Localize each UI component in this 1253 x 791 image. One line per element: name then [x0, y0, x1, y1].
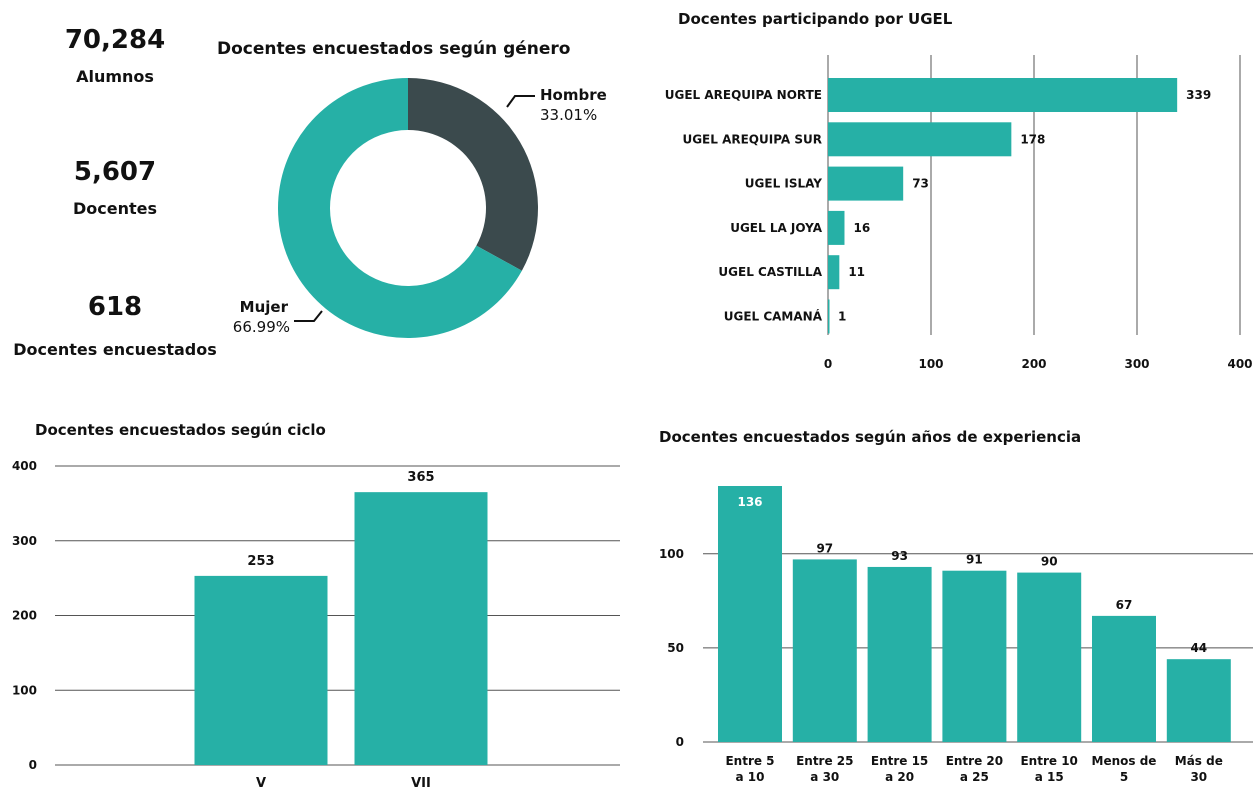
bar [828, 255, 840, 290]
y-tick-label: 50 [667, 641, 684, 655]
category-label: VII [411, 776, 431, 791]
bar [194, 575, 328, 765]
category-label: UGEL AREQUIPA SUR [682, 132, 822, 146]
kpi-label: Alumnos [76, 67, 154, 86]
category-label: Entre 10 a 15 [1020, 754, 1077, 784]
ugel-chart-title: Docentes participando por UGEL [678, 10, 953, 28]
y-tick-label: 100 [12, 683, 37, 697]
category-label-line: Entre 5 [725, 754, 774, 768]
data-label: 365 [407, 470, 434, 485]
bar [828, 122, 1012, 157]
kpi-docentes: 5,607 Docentes [40, 157, 190, 218]
gender-chart-title: Docentes encuestados según género [217, 39, 571, 59]
bar [718, 486, 782, 742]
category-label-line: a 20 [885, 770, 914, 784]
category-label: UGEL CAMANÁ [724, 309, 823, 324]
y-tick-label: 100 [659, 547, 684, 561]
category-label-line: a 15 [1035, 770, 1064, 784]
x-tick-label: 200 [1021, 357, 1046, 371]
x-tick-label: 0 [824, 357, 832, 371]
bar [1092, 615, 1156, 742]
category-label: UGEL AREQUIPA NORTE [665, 88, 822, 102]
bar [828, 166, 904, 201]
data-label: 16 [853, 221, 870, 235]
slice-value: 66.99% [233, 318, 290, 336]
ciclo-chart-title: Docentes encuestados según ciclo [35, 421, 326, 439]
category-label-line: 30 [1190, 770, 1207, 784]
bar [1166, 659, 1231, 742]
gender-donut-chart: Hombre 33.01% Mujer 66.99% [233, 78, 607, 338]
data-label: 178 [1020, 132, 1045, 146]
data-label: 339 [1186, 88, 1211, 102]
x-tick-label: 100 [918, 357, 943, 371]
slice-value: 33.01% [540, 106, 597, 124]
bar [828, 78, 1178, 112]
category-label: V [256, 776, 266, 791]
category-label: Más de 30 [1175, 754, 1223, 784]
y-tick-label: 400 [12, 459, 37, 473]
category-label-line: Entre 15 [871, 754, 928, 768]
x-tick-label: 300 [1124, 357, 1149, 371]
category-label-line: Entre 10 [1020, 754, 1077, 768]
leader-line [506, 95, 535, 108]
experience-bar-chart: 0 50 100 136 Entre 5 a 10 97 Entre 25 a 30 93 Entr… [659, 486, 1253, 784]
category-label-line: a 25 [960, 770, 989, 784]
data-label: 11 [848, 265, 865, 279]
y-tick-label: 0 [676, 735, 684, 749]
data-label: 93 [891, 549, 908, 563]
bar [867, 566, 932, 742]
category-label-line: Entre 25 [796, 754, 853, 768]
bar [828, 210, 845, 245]
kpi-label: Docentes encuestados [13, 340, 217, 359]
bar [1017, 572, 1082, 742]
kpi-label: Docentes [72, 199, 158, 218]
data-label: 97 [816, 541, 833, 555]
data-label: 136 [737, 495, 762, 509]
category-label-line: a 10 [736, 770, 765, 784]
leader-line [294, 310, 323, 322]
bar [942, 570, 1007, 742]
category-label-line: a 30 [810, 770, 839, 784]
category-label: UGEL CASTILLA [718, 265, 822, 279]
category-label-line: 5 [1120, 770, 1128, 784]
donut-slice-hombre [408, 78, 538, 271]
category-label-line: Menos de [1092, 754, 1157, 768]
bar [354, 492, 488, 765]
slice-label: Mujer [240, 298, 289, 316]
category-label-line: Más de [1175, 754, 1223, 768]
category-label: UGEL ISLAY [745, 177, 823, 191]
data-label: 90 [1041, 555, 1058, 569]
ugel-bar-chart: 0 100 200 300 400 UGEL AREQUIPA NORTE 339 UGEL … [665, 55, 1253, 371]
category-label: Entre 5 a 10 [725, 754, 774, 784]
x-tick-label: 400 [1227, 357, 1252, 371]
kpi-value: 70,284 [64, 25, 166, 55]
category-label-line: Entre 20 [946, 754, 1003, 768]
bar [792, 559, 857, 742]
category-label: Entre 15 a 20 [871, 754, 928, 784]
data-label: 253 [247, 554, 274, 569]
data-label: 1 [838, 310, 846, 324]
ciclo-bar-chart: 0 100 200 300 400 253 V 365 VII [12, 459, 620, 791]
data-label: 67 [1116, 598, 1133, 612]
data-label: 44 [1190, 641, 1207, 655]
y-tick-label: 300 [12, 534, 37, 548]
kpi-alumnos: 70,284 Alumnos [40, 25, 190, 86]
donut-slice-mujer [278, 78, 522, 338]
data-label: 91 [966, 553, 983, 567]
data-label: 73 [912, 177, 929, 191]
y-tick-label: 200 [12, 609, 37, 623]
category-label: Menos de 5 [1092, 754, 1157, 784]
experience-chart-title: Docentes encuestados según años de exper… [659, 428, 1082, 446]
category-label: UGEL LA JOYA [730, 221, 823, 235]
y-tick-label: 0 [29, 758, 37, 772]
category-label: Entre 25 a 30 [796, 754, 853, 784]
kpi-value: 5,607 [73, 157, 157, 187]
kpi-docentes-encuestados: 618 Docentes encuestados [0, 292, 230, 359]
slice-label: Hombre [540, 86, 607, 104]
category-label: Entre 20 a 25 [946, 754, 1003, 784]
bar [828, 299, 830, 334]
kpi-value: 618 [87, 292, 143, 322]
